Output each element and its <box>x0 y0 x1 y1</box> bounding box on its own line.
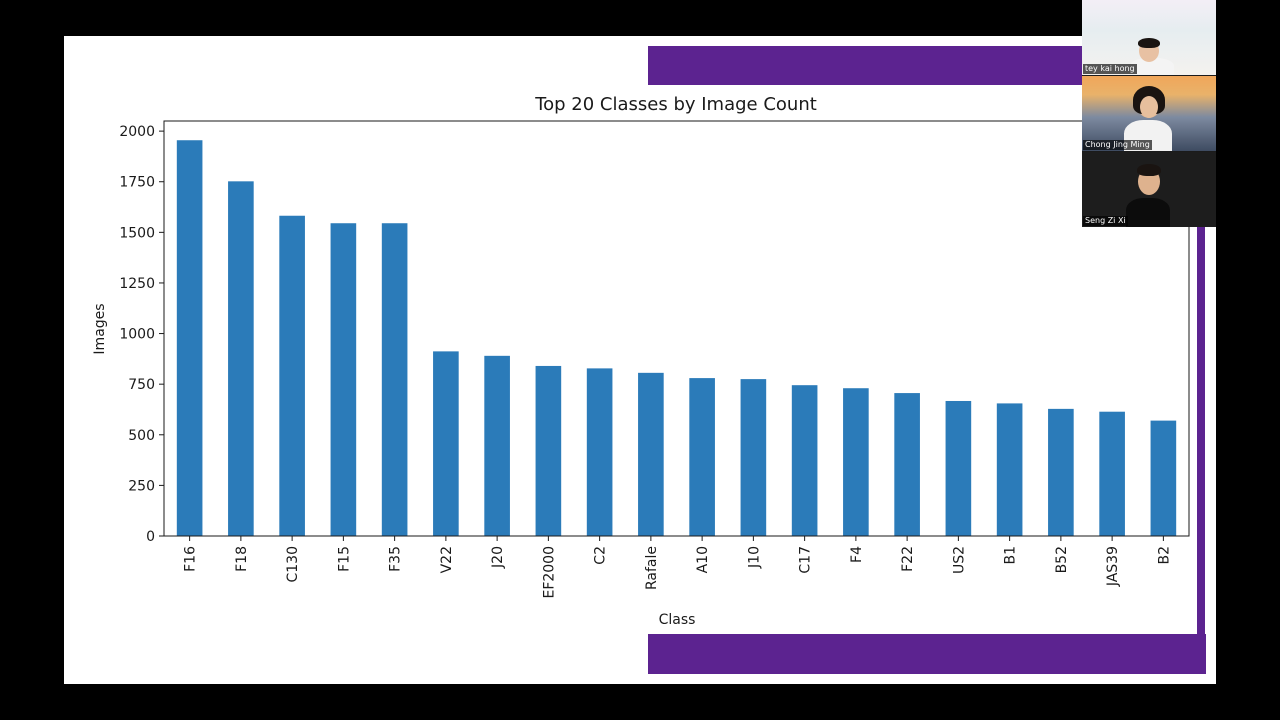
chart-bars <box>176 140 1177 537</box>
y-tick-label: 250 <box>128 478 155 494</box>
y-tick-label: 1750 <box>119 175 155 191</box>
participant-name: tey kai hong <box>1083 64 1137 74</box>
x-tick-label: Rafale <box>644 546 660 590</box>
x-tick-label: J20 <box>490 546 506 569</box>
bar-f18 <box>228 181 254 536</box>
x-tick-label: F22 <box>900 546 916 572</box>
x-tick-label: F18 <box>234 546 250 572</box>
x-tick-label: J10 <box>746 546 762 569</box>
x-tick-label: JAS39 <box>1105 546 1121 587</box>
bar-f16 <box>176 140 203 537</box>
x-tick-label: F16 <box>183 546 199 572</box>
participant-video-tile[interactable]: tey kai hong <box>1082 0 1216 75</box>
y-tick-label: 1250 <box>119 276 155 292</box>
x-tick-label: F35 <box>388 546 404 572</box>
bar-ef2000 <box>535 365 562 536</box>
bar-b1 <box>996 403 1023 536</box>
participant-name: Seng Zi Xi <box>1083 216 1128 226</box>
bar-j20 <box>484 355 510 536</box>
plot-frame <box>163 120 1190 537</box>
participant-name: Chong Jing Ming <box>1083 140 1152 150</box>
x-tick-label: C2 <box>593 546 609 565</box>
y-axis: 0 250 500 750 1000 1250 1500 1750 2000 <box>119 124 164 545</box>
x-tick-label: F15 <box>336 546 352 572</box>
y-tick-label: 1000 <box>119 327 155 343</box>
bar-jas39 <box>1099 411 1125 536</box>
chart-title: Top 20 Classes by Image Count <box>534 94 817 115</box>
presentation-slide: Top 20 Classes by Image Count 0 250 500 750… <box>64 36 1216 684</box>
bar-c17 <box>791 385 818 536</box>
y-tick-label: 500 <box>128 428 155 444</box>
participant-video-tile[interactable]: Seng Zi Xi <box>1082 152 1216 227</box>
bar-f35 <box>381 223 408 537</box>
bar-j10 <box>740 379 767 536</box>
bar-chart: Top 20 Classes by Image Count 0 250 500 750… <box>92 94 1190 628</box>
x-tick-label: F4 <box>849 546 865 563</box>
x-tick-label: A10 <box>695 546 711 573</box>
slide-accent-bar-right <box>1197 226 1205 634</box>
bar-f22 <box>894 393 920 536</box>
bar-c130 <box>279 215 305 537</box>
x-tick-label: B52 <box>1054 546 1070 573</box>
bar-rafale <box>638 372 664 536</box>
x-axis-label: Class <box>659 612 696 628</box>
x-tick-label: B1 <box>1003 546 1019 565</box>
y-axis-label: Images <box>92 303 108 354</box>
slide-accent-bar-bottom <box>648 634 1206 674</box>
x-tick-label: V22 <box>439 546 455 573</box>
x-tick-label: C17 <box>798 546 814 574</box>
bar-b2 <box>1150 420 1177 536</box>
y-tick-label: 2000 <box>119 124 155 140</box>
video-participants-panel: tey kai hong Chong Jing Ming Seng Zi Xi <box>1082 0 1216 227</box>
x-tick-label: US2 <box>951 546 967 574</box>
y-tick-label: 0 <box>146 529 155 545</box>
x-axis: F16 F18 C130 F15 F35 V22 J20 EF2000 C2 Rafale A10 J… <box>183 536 1172 599</box>
bar-a10 <box>689 378 715 536</box>
bar-v22 <box>433 351 459 536</box>
participant-video-tile[interactable]: Chong Jing Ming <box>1082 76 1216 151</box>
bar-f4 <box>843 388 869 536</box>
x-tick-label: B2 <box>1156 546 1172 565</box>
bar-c2 <box>586 368 613 536</box>
y-tick-label: 1500 <box>119 225 155 241</box>
bar-f15 <box>330 223 357 537</box>
x-tick-label: EF2000 <box>541 546 557 599</box>
bar-b52 <box>1048 408 1074 536</box>
bar-us2 <box>945 400 972 536</box>
slide-accent-bar-top <box>648 46 1090 85</box>
y-tick-label: 750 <box>128 377 155 393</box>
x-tick-label: C130 <box>285 546 301 583</box>
